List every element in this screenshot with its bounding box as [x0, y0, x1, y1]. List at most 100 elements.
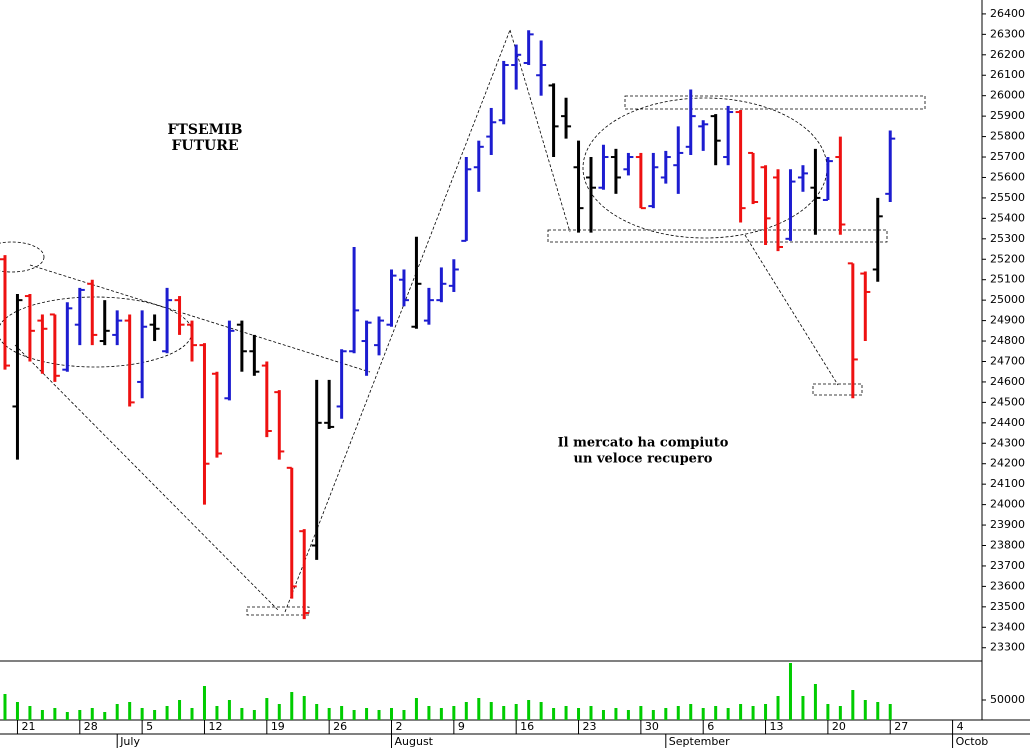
x-tick-label: 13 — [770, 720, 784, 733]
x-tick-label: 30 — [645, 720, 659, 733]
volume-bar — [502, 706, 506, 720]
volume-bar — [302, 696, 306, 720]
y-tick-label: 24000 — [990, 498, 1025, 511]
y-tick-label: 25100 — [990, 273, 1025, 286]
x-tick-label: 16 — [520, 720, 534, 733]
y-tick-label: 25600 — [990, 170, 1025, 183]
annotation: FTSEMIB — [167, 122, 242, 138]
annotation: Il mercato ha compiuto — [558, 436, 729, 451]
volume-bar — [764, 704, 768, 720]
trend-line — [29, 264, 371, 373]
volume-bar — [115, 704, 119, 720]
x-tick-label: 12 — [208, 720, 222, 733]
volume-bar — [290, 692, 294, 720]
x-tick-label: 4 — [957, 720, 964, 733]
y-tick-label: 25900 — [990, 109, 1025, 122]
volume-bar — [838, 706, 842, 720]
y-tick-label: 23800 — [990, 539, 1025, 552]
x-tick-label: 19 — [271, 720, 285, 733]
annotation: FUTURE — [171, 138, 238, 154]
volume-bar — [888, 704, 892, 720]
x-tick-label: 21 — [21, 720, 35, 733]
volume-bar — [813, 684, 817, 720]
volume-bar — [801, 696, 805, 720]
volume-bar — [153, 710, 157, 720]
month-label: Octob — [956, 735, 989, 748]
volume-bar — [664, 708, 668, 720]
y-tick-label: 50000 — [990, 693, 1025, 706]
volume-bar — [701, 708, 705, 720]
volume-bar — [227, 700, 231, 720]
volume-bar — [527, 700, 531, 720]
volume-bar — [539, 702, 543, 720]
volume-bar — [140, 708, 144, 720]
volume-bar — [78, 710, 82, 720]
box — [624, 95, 926, 110]
volume-bar — [614, 708, 618, 720]
month-label: July — [119, 735, 140, 748]
volume-bar — [626, 710, 630, 720]
volume-bar — [190, 708, 194, 720]
y-tick-label: 23400 — [990, 620, 1025, 633]
volume-bar — [28, 706, 32, 720]
volume-bar — [265, 698, 269, 720]
volume-bar — [252, 710, 256, 720]
box — [246, 606, 310, 616]
volume-bar — [851, 690, 855, 720]
y-tick-label: 23300 — [990, 641, 1025, 654]
y-tick-label: 26400 — [990, 7, 1025, 20]
volume-bar — [340, 706, 344, 720]
y-tick-label: 25000 — [990, 293, 1025, 306]
box — [547, 229, 888, 243]
y-tick-label: 25300 — [990, 232, 1025, 245]
volume-bar — [327, 708, 331, 720]
trend-line — [509, 29, 571, 233]
volume-bar — [402, 710, 406, 720]
y-tick-label: 24700 — [990, 354, 1025, 367]
annotation: un veloce recupero — [574, 452, 713, 467]
x-tick-label: 5 — [146, 720, 153, 733]
volume-bar — [788, 663, 792, 720]
volume-bar — [390, 708, 394, 720]
volume-bar — [90, 708, 94, 720]
volume-bar — [552, 708, 556, 720]
x-tick-label: 9 — [458, 720, 465, 733]
volume-bar — [365, 708, 369, 720]
x-tick-label: 26 — [333, 720, 347, 733]
volume-bar — [577, 708, 581, 720]
volume-bar — [165, 706, 169, 720]
x-tick-label: 2 — [396, 720, 403, 733]
volume-bar — [202, 686, 206, 720]
volume-bar — [103, 712, 107, 720]
volume-bar — [651, 710, 655, 720]
volume-bar — [863, 700, 867, 720]
volume-bar — [377, 710, 381, 720]
trend-line — [744, 234, 839, 386]
x-tick-label: 23 — [583, 720, 597, 733]
volume-bar — [601, 710, 605, 720]
x-tick-label: 27 — [894, 720, 908, 733]
volume-bar — [489, 702, 493, 720]
y-tick-label: 23700 — [990, 559, 1025, 572]
y-tick-label: 24600 — [990, 375, 1025, 388]
y-tick-label: 25500 — [990, 191, 1025, 204]
volume-bar — [178, 700, 182, 720]
x-tick-label: 20 — [832, 720, 846, 733]
volume-bar — [514, 704, 518, 720]
y-tick-label: 24300 — [990, 436, 1025, 449]
month-label: September — [669, 735, 730, 748]
y-tick-label: 26000 — [990, 89, 1025, 102]
volume-bar — [15, 702, 19, 720]
volume-bar — [439, 708, 443, 720]
volume-bar — [589, 706, 593, 720]
y-tick-label: 24800 — [990, 334, 1025, 347]
volume-bar — [65, 712, 69, 720]
x-tick-label: 6 — [707, 720, 714, 733]
trend-line — [284, 29, 511, 613]
y-tick-label: 24400 — [990, 416, 1025, 429]
volume-bar — [876, 702, 880, 720]
month-label: August — [395, 735, 434, 748]
